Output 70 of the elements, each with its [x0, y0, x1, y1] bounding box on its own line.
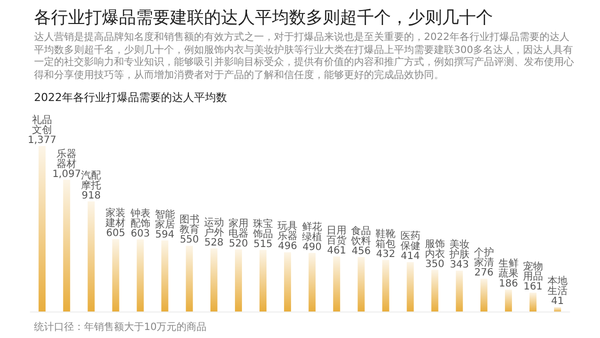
x-tick-label: 礼品文创	[32, 114, 52, 136]
x-tick-label: 运动户外	[204, 216, 224, 238]
x-tick-label: 智能家居	[154, 208, 175, 230]
data-label: 918	[82, 190, 101, 202]
data-label: 594	[155, 229, 174, 240]
data-label: 350	[425, 258, 444, 270]
bar	[136, 239, 144, 312]
data-label: 520	[228, 238, 248, 250]
x-tick-label: 医药保健	[400, 230, 420, 252]
x-tick-label: 钟表配饰	[129, 207, 150, 230]
data-label: 550	[180, 234, 199, 246]
bar	[234, 249, 242, 312]
bar	[186, 246, 193, 312]
bar	[210, 248, 218, 312]
bar	[358, 257, 365, 312]
x-tick-label: 图书教育	[179, 214, 200, 236]
data-label: 605	[106, 228, 126, 240]
data-label: 1,097	[52, 168, 81, 180]
x-tick-label: 玩具乐器	[278, 221, 298, 242]
x-tick-label: 食品饮料	[350, 225, 372, 248]
data-label: 343	[450, 260, 469, 271]
x-tick-label: 宠物用品	[523, 260, 543, 283]
bar	[456, 270, 463, 312]
bar	[530, 292, 536, 312]
data-label: 1,377	[28, 135, 56, 146]
bar	[382, 260, 390, 312]
data-label: 496	[278, 241, 298, 252]
chart-title: 各行业打爆品需要建联的达人平均数多则超千个，少则几十个	[34, 7, 493, 29]
x-tick-label: 乐器器材	[56, 148, 77, 170]
data-label: 186	[498, 278, 518, 290]
data-label: 490	[302, 242, 322, 253]
data-label: 515	[253, 238, 273, 250]
x-tick-label: 服饰内衣	[424, 238, 445, 260]
x-tick-label: 珠宝饰品	[252, 218, 273, 240]
data-label: 456	[352, 246, 371, 258]
x-tick-label: 生鲜蔬果	[498, 258, 518, 280]
bar	[333, 256, 340, 312]
bar	[480, 278, 488, 312]
bar	[554, 307, 562, 312]
bar	[88, 201, 95, 312]
chart-subtitle: 2022年各行业打爆品需要的达人平均数	[34, 90, 227, 105]
data-label: 461	[327, 245, 346, 256]
bar	[63, 180, 70, 312]
data-label: 432	[376, 248, 396, 260]
x-tick-label: 家用电器	[228, 217, 248, 240]
data-label: 276	[474, 268, 494, 279]
x-tick-label: 个护家清	[474, 246, 494, 269]
data-label: 528	[204, 237, 224, 248]
x-tick-label: 汽配摩托	[81, 169, 102, 192]
bar	[308, 252, 316, 312]
data-label: 414	[400, 251, 420, 262]
data-label: 161	[523, 282, 543, 293]
x-tick-label: 家装建材	[104, 207, 126, 230]
text: 达人营销是提高品牌知名度和销售额的有效方式之一，对于打爆品来说也是至关重要的，2022年各行业打爆品需要的达人平均数多则超千名，少则几十个，例如服饰内衣与美妆护肤等行业大类在打爆品上平均需要建联300多名达人，因达人具有一定的社交影响力和专业知识，能够吸引并影响目标受众，提供有价值的内容和推广方式，例如撰写产品评测、发布使用心得和分享使用技巧等，从而增加消费者对于产品的了解和信任度，能够更好的完成品效协同。	[34, 32, 574, 82]
text: 统计口径：年销售额大于10万元的商品	[34, 320, 207, 334]
bar	[38, 146, 46, 312]
x-tick-label: 美妆护肤	[448, 238, 470, 261]
x-tick-label: 本地生活	[548, 275, 568, 298]
data-label: 603	[130, 228, 150, 240]
bar	[260, 250, 266, 312]
bar	[431, 270, 438, 312]
data-label: 41	[551, 296, 564, 308]
bar	[504, 290, 512, 312]
x-tick-label: 日用百货	[326, 225, 347, 246]
bar	[161, 240, 168, 312]
x-tick-label: 鲜花绿植	[302, 220, 322, 243]
bar	[284, 252, 292, 312]
bar	[112, 239, 120, 312]
x-tick-label: 鞋靴箱包	[376, 228, 396, 250]
bar	[406, 262, 414, 312]
